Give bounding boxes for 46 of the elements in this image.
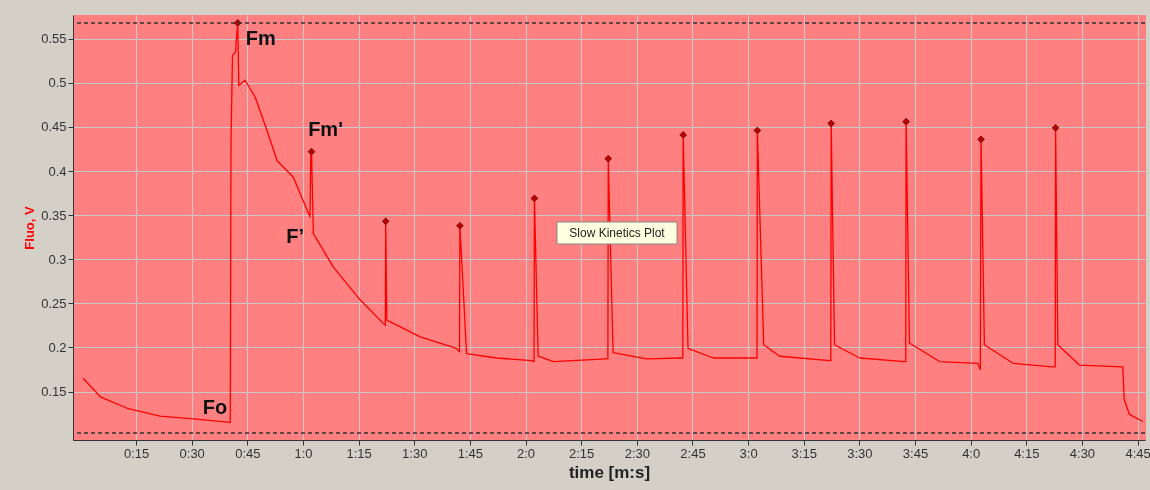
annotation: Fo: [202, 396, 228, 419]
y-tick-label: 0.4: [48, 163, 67, 179]
x-axis-title: time [m:s]: [568, 462, 651, 482]
x-tick-label: 2:45: [680, 445, 706, 461]
y-tick-label: 0.45: [41, 119, 67, 135]
y-tick-label: 0.2: [48, 339, 67, 355]
point: [530, 194, 539, 203]
annotation: Fm': [308, 117, 343, 140]
annotation: Slow Kinetics Plot: [569, 226, 666, 240]
y-axis-title: Fluo, V: [22, 206, 38, 250]
x-tick-label: 0:15: [123, 445, 150, 461]
x-tick-label: 4:0: [962, 445, 981, 461]
x-tick-label: 3:45: [902, 445, 929, 461]
y-tick-label: 0.15: [41, 384, 67, 399]
x-tick-label: 3:0: [739, 445, 758, 461]
point: [827, 119, 835, 128]
point: [604, 154, 613, 163]
point: [1051, 124, 1060, 132]
x-tick-label: 1:0: [294, 445, 313, 461]
x-tick-label: 3:30: [847, 445, 873, 461]
x-tick-label: 2:15: [569, 445, 595, 461]
x-tick-label: 0:30: [179, 445, 205, 461]
x-tick-label: 1:30: [402, 445, 428, 461]
x-tick-label: 2:30: [624, 445, 650, 461]
point: [381, 217, 390, 226]
annotation: Fm: [245, 26, 276, 49]
point: [679, 131, 687, 139]
annotation: F’: [286, 224, 305, 247]
y-tick-label: 0.5: [48, 75, 67, 91]
x-tick-label: 4:30: [1069, 445, 1096, 461]
y-tick-label: 0.35: [41, 207, 67, 223]
y-tick-label: 0.25: [41, 295, 67, 311]
y-tick-label: 0.3: [48, 251, 67, 267]
point: [456, 221, 464, 230]
point: [307, 147, 316, 156]
y-tick-label: 0.55: [41, 31, 67, 47]
x-tick-label: 1:45: [457, 445, 484, 461]
point: [902, 117, 910, 126]
point: [753, 126, 762, 135]
x-tick-label: 4:45: [1125, 445, 1150, 461]
x-tick-label: 0:45: [235, 445, 261, 461]
point: [977, 135, 985, 144]
x-tick-label: 1:15: [346, 445, 372, 461]
x-tick-label: 3:15: [791, 445, 817, 461]
x-tick-label: 4:15: [1014, 445, 1040, 461]
x-tick-label: 2:0: [517, 445, 536, 461]
